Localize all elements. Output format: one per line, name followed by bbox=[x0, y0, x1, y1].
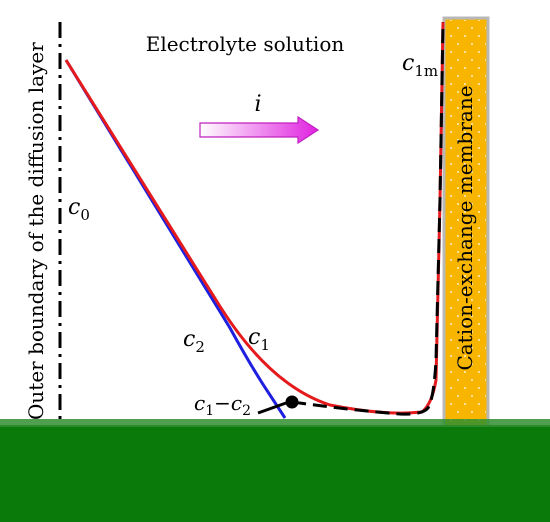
c1-minus-c2-label: c1−c2 bbox=[194, 391, 251, 419]
c1-minus-c2-curve bbox=[291, 21, 445, 416]
membrane-texture bbox=[446, 20, 486, 436]
c2-label: c2 bbox=[183, 327, 205, 356]
electrolyte-solution-label: Electrolyte solution bbox=[146, 32, 345, 56]
c1m-label: c1m bbox=[402, 51, 438, 80]
c1-label: c1 bbox=[248, 325, 270, 354]
c0-label: c0 bbox=[68, 195, 90, 224]
boundary-label: Outer boundary of the diffusion layer bbox=[24, 42, 48, 420]
bottom-band-edge bbox=[0, 419, 550, 427]
current-label: i bbox=[254, 92, 261, 117]
c1-concentration-curve bbox=[64, 21, 445, 415]
c2-concentration-curve bbox=[64, 59, 287, 419]
current-arrow bbox=[199, 115, 320, 145]
difference-marker-dot bbox=[285, 395, 299, 409]
difference-leader-line bbox=[257, 401, 287, 415]
membrane-label: Cation-exchange membrane bbox=[453, 85, 477, 370]
bottom-occluding-band bbox=[0, 425, 550, 522]
